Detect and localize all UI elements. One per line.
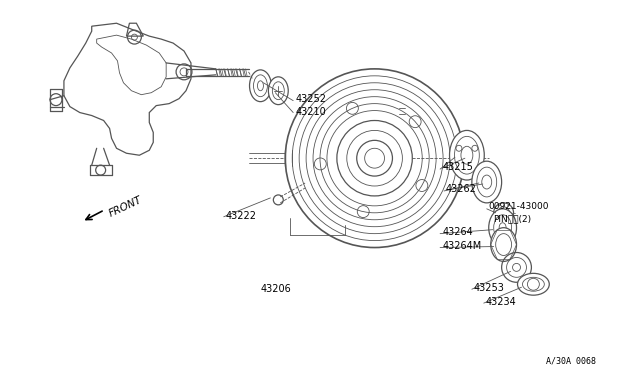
Ellipse shape — [268, 77, 288, 105]
Text: PINピン(2): PINピン(2) — [493, 214, 531, 223]
Text: 43264M: 43264M — [442, 241, 481, 251]
Text: FRONT: FRONT — [108, 195, 144, 219]
Text: A/30A 0068: A/30A 0068 — [547, 356, 596, 365]
Text: 43264: 43264 — [442, 227, 473, 237]
Ellipse shape — [491, 228, 516, 262]
Text: 43222: 43222 — [226, 211, 257, 221]
Ellipse shape — [518, 273, 549, 295]
Text: 43252: 43252 — [295, 94, 326, 104]
Ellipse shape — [489, 209, 516, 247]
Text: 43206: 43206 — [260, 284, 291, 294]
Text: 00921-43000: 00921-43000 — [489, 202, 549, 211]
Text: 43253: 43253 — [474, 283, 505, 293]
Text: 43234: 43234 — [486, 297, 516, 307]
Ellipse shape — [472, 161, 502, 203]
Ellipse shape — [449, 131, 484, 180]
Text: 43215: 43215 — [442, 162, 473, 172]
Ellipse shape — [250, 70, 271, 102]
Text: 43262: 43262 — [446, 184, 477, 194]
Text: 43210: 43210 — [295, 106, 326, 116]
